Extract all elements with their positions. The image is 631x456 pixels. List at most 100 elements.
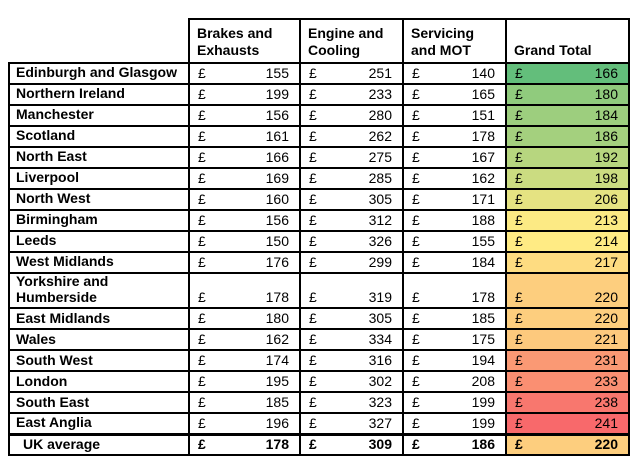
servicing-mot-cell: £194 — [402, 349, 507, 373]
col-header-engine-cooling: Engine and Cooling — [299, 18, 404, 64]
region-name-cell: West Midlands — [8, 251, 190, 274]
grand-total-cell: £214 — [505, 230, 630, 253]
engine-cooling-cell: £251 — [299, 62, 404, 85]
pound-symbol: £ — [309, 233, 317, 249]
pound-symbol: £ — [198, 86, 206, 102]
cell-value: 169 — [265, 170, 289, 186]
pound-symbol: £ — [412, 289, 420, 306]
cell-value: 178 — [471, 128, 495, 144]
brakes-exhausts-cell: £156 — [188, 209, 301, 232]
table-row: Birmingham £156 £312 £188 £213 — [8, 209, 630, 232]
pound-symbol: £ — [309, 191, 317, 207]
cell-value: 334 — [368, 331, 392, 348]
cell-value: 199 — [265, 86, 289, 102]
region-name-cell: South West — [8, 349, 190, 373]
region-name-cell: UK average — [8, 432, 190, 456]
region-name-cell: Manchester — [8, 104, 190, 127]
engine-cooling-cell: £312 — [299, 209, 404, 232]
brakes-exhausts-cell: £166 — [188, 146, 301, 169]
servicing-mot-cell: £185 — [402, 307, 507, 331]
engine-cooling-cell: £280 — [299, 104, 404, 127]
cell-value: 199 — [471, 414, 495, 431]
grand-total-cell: £220 — [505, 271, 630, 310]
brakes-exhausts-cell: £178 — [188, 432, 301, 456]
pound-symbol: £ — [198, 128, 206, 144]
engine-cooling-cell: £299 — [299, 251, 404, 274]
cell-value: 178 — [471, 289, 495, 306]
servicing-mot-cell: £199 — [402, 412, 507, 436]
cell-value: 231 — [594, 352, 618, 369]
pound-symbol: £ — [515, 128, 523, 144]
cell-value: 194 — [471, 352, 495, 369]
pound-symbol: £ — [412, 352, 420, 369]
brakes-exhausts-cell: £185 — [188, 391, 301, 415]
cell-value: 220 — [594, 436, 618, 453]
table-row: North East £166 £275 £167 £192 — [8, 146, 630, 169]
cell-value: 151 — [471, 107, 495, 123]
pound-symbol: £ — [412, 170, 420, 186]
pound-symbol: £ — [515, 310, 523, 327]
brakes-exhausts-cell: £178 — [188, 271, 301, 310]
cell-value: 166 — [594, 65, 618, 81]
brakes-exhausts-cell: £156 — [188, 104, 301, 127]
servicing-mot-cell: £151 — [402, 104, 507, 127]
pound-symbol: £ — [309, 414, 317, 431]
col-header-servicing-mot: Servicing and MOT — [402, 18, 507, 64]
table-row: East Anglia £196 £327 £199 £241 — [8, 412, 630, 436]
cell-value: 180 — [594, 86, 618, 102]
pound-symbol: £ — [309, 352, 317, 369]
pound-symbol: £ — [515, 331, 523, 348]
pound-symbol: £ — [198, 65, 206, 81]
pound-symbol: £ — [412, 212, 420, 228]
servicing-mot-cell: £140 — [402, 62, 507, 85]
cell-value: 167 — [471, 149, 495, 165]
pound-symbol: £ — [515, 149, 523, 165]
pound-symbol: £ — [309, 65, 317, 81]
pound-symbol: £ — [309, 254, 317, 270]
grand-total-cell: £166 — [505, 62, 630, 85]
pound-symbol: £ — [198, 331, 206, 348]
cell-value: 217 — [594, 254, 618, 270]
cell-value: 178 — [265, 289, 289, 306]
maintenance-cost-table: Brakes and Exhausts Engine and Cooling S… — [8, 18, 630, 456]
cell-value: 186 — [594, 128, 618, 144]
pound-symbol: £ — [309, 436, 317, 453]
servicing-mot-cell: £208 — [402, 370, 507, 394]
engine-cooling-cell: £326 — [299, 230, 404, 253]
region-name-cell: North East — [8, 146, 190, 169]
servicing-mot-cell: £167 — [402, 146, 507, 169]
pound-symbol: £ — [515, 65, 523, 81]
brakes-exhausts-cell: £176 — [188, 251, 301, 274]
cell-value: 214 — [594, 233, 618, 249]
pound-symbol: £ — [412, 107, 420, 123]
pound-symbol: £ — [198, 436, 206, 453]
table-row: West Midlands £176 £299 £184 £217 — [8, 251, 630, 274]
cell-value: 171 — [471, 191, 495, 207]
pound-symbol: £ — [412, 373, 420, 390]
pound-symbol: £ — [412, 233, 420, 249]
brakes-exhausts-cell: £174 — [188, 349, 301, 373]
grand-total-cell: £233 — [505, 370, 630, 394]
cell-value: 326 — [368, 233, 392, 249]
cell-value: 275 — [368, 149, 392, 165]
cell-value: 155 — [265, 65, 289, 81]
cell-value: 140 — [471, 65, 495, 81]
region-name-cell: Birmingham — [8, 209, 190, 232]
pound-symbol: £ — [309, 331, 317, 348]
grand-total-cell: £220 — [505, 432, 630, 456]
pound-symbol: £ — [309, 394, 317, 411]
cell-value: 196 — [265, 414, 289, 431]
corner-cell — [9, 19, 189, 63]
servicing-mot-cell: £175 — [402, 328, 507, 352]
table-row: Liverpool £169 £285 £162 £198 — [8, 167, 630, 190]
pound-symbol: £ — [309, 170, 317, 186]
cell-value: 150 — [265, 233, 289, 249]
cell-value: 174 — [265, 352, 289, 369]
region-name-cell: Edinburgh and Glasgow — [8, 62, 190, 85]
pound-symbol: £ — [198, 254, 206, 270]
table-row: London £195 £302 £208 £233 — [8, 370, 630, 394]
pound-symbol: £ — [412, 149, 420, 165]
table-row: Scotland £161 £262 £178 £186 — [8, 125, 630, 148]
table-row: Yorkshire and Humberside £178 £319 £178 … — [8, 271, 630, 310]
pound-symbol: £ — [198, 149, 206, 165]
